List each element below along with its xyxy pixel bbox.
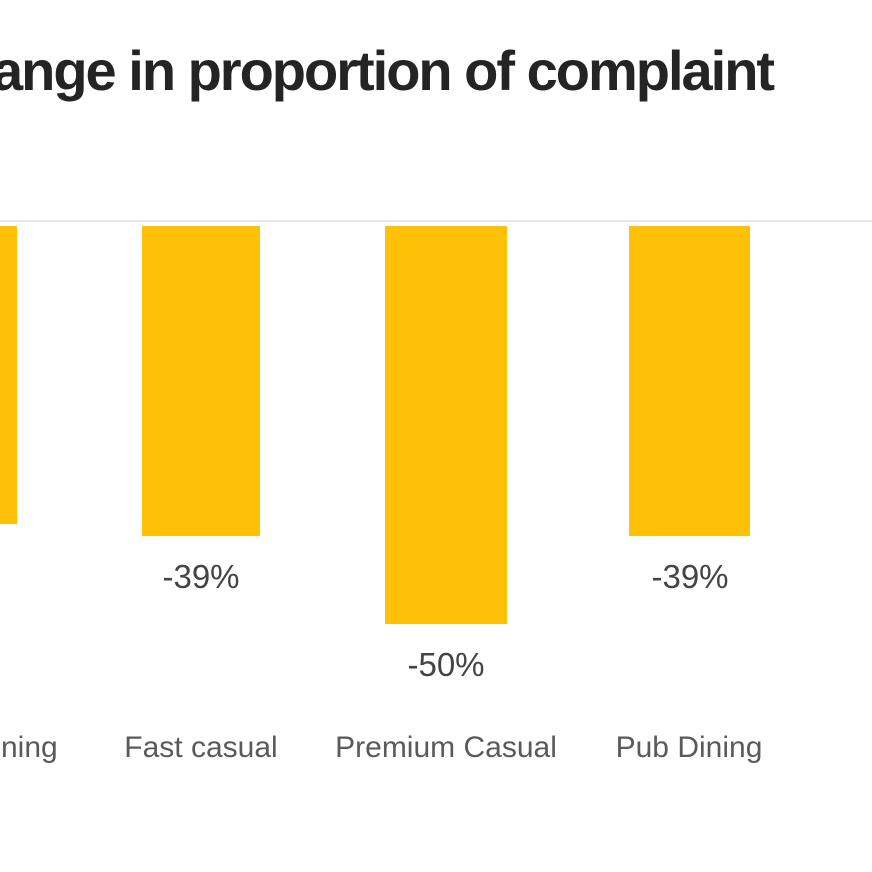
bar-fast-casual: [142, 226, 260, 536]
bar-premium-casual: [385, 226, 507, 624]
value-label-fast-casual: -39%: [162, 558, 240, 595]
value-label-pub-dining: -39%: [651, 558, 729, 595]
category-label-premium-casual: Premium Casual: [335, 731, 557, 764]
zero-gridline: [0, 220, 872, 222]
bar-cropped-left: [0, 226, 17, 524]
category-label-cropped: ning: [1, 731, 58, 764]
bar-pub-dining: [629, 226, 750, 536]
category-label-pub-dining: Pub Dining: [615, 731, 763, 764]
category-label-fast-casual: Fast casual: [124, 731, 278, 764]
chart-title: ange in proportion of complaint: [0, 39, 775, 102]
value-label-premium-casual: -50%: [407, 646, 485, 683]
